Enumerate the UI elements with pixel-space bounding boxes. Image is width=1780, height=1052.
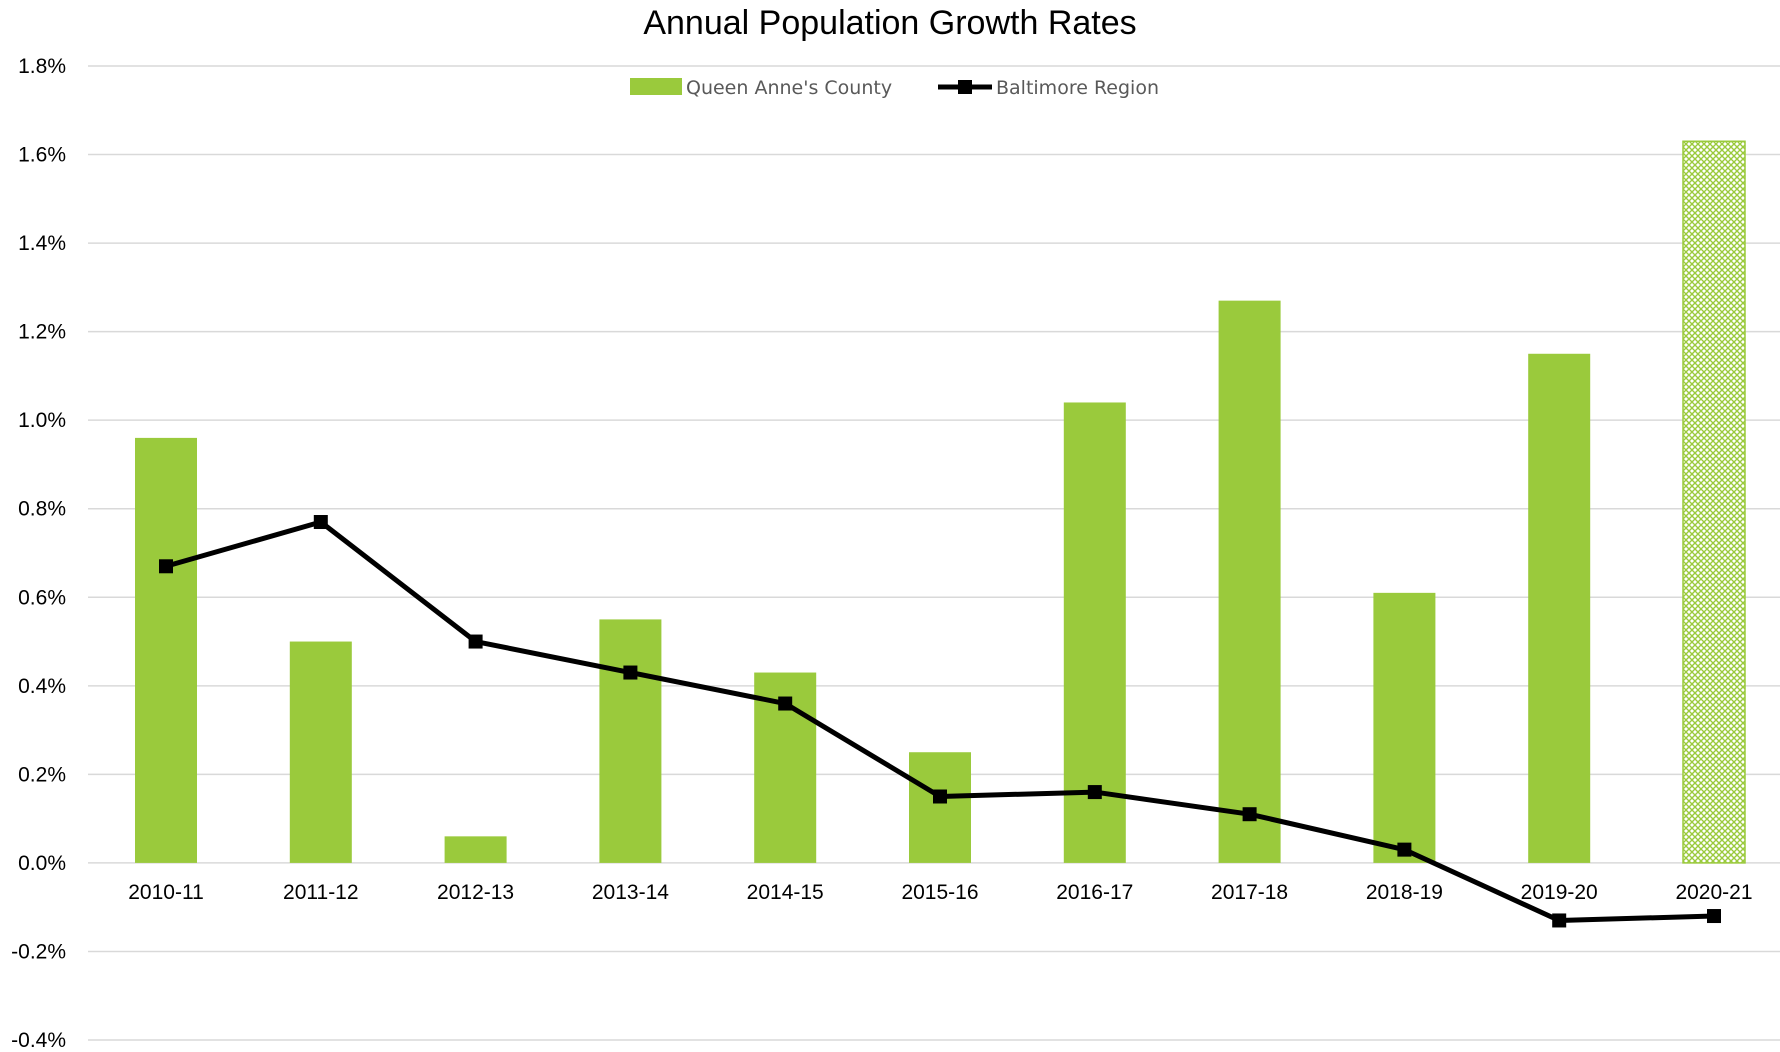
bar-2019-20	[1528, 353, 1591, 863]
y-tick-label: 1.8%	[18, 55, 66, 78]
y-tick-label: 0.0%	[18, 852, 66, 875]
line-marker-2016-17	[1087, 785, 1102, 800]
legend: Queen Anne's County Baltimore Region	[630, 77, 1159, 99]
line-marker-2015-16	[933, 789, 947, 804]
x-tick-label: 2010-11	[128, 881, 204, 904]
x-tick-label: 2019-20	[1521, 881, 1598, 904]
x-tick-label: 2014-15	[747, 881, 824, 904]
x-tick-label: 2015-16	[901, 881, 978, 904]
legend-swatch-queen-annes-county	[630, 78, 682, 95]
label-layer: 1.8% 1.6% 1.4% 1.2% 1.0% 0.8% 0.6% 0.4% 0.2% 0.0%…	[11, 55, 1752, 1052]
y-tick-label: 1.2%	[18, 321, 66, 344]
bar-2012-13	[444, 836, 507, 863]
y-tick-label: 0.2%	[18, 763, 66, 786]
x-tick-label: 2012-13	[437, 881, 514, 904]
legend-label-baltimore-region: Baltimore Region	[996, 77, 1159, 99]
legend-marker-baltimore-region	[958, 80, 972, 94]
x-tick-label: 2013-14	[592, 881, 669, 904]
y-tick-label: -0.2%	[11, 940, 66, 963]
y-tick-label: 1.4%	[18, 232, 66, 255]
bar-2013-14	[599, 619, 662, 863]
y-tick-label: -0.4%	[11, 1029, 66, 1052]
bar-2015-16	[909, 752, 971, 863]
line-marker-2013-14	[623, 665, 638, 680]
bar-2010-11	[135, 437, 197, 863]
line-marker-2010-11	[159, 559, 173, 574]
line-marker-2020-21	[1707, 909, 1721, 924]
line-layer	[159, 515, 1721, 928]
y-tick-label: 0.8%	[18, 498, 66, 521]
line-marker-2017-18	[1242, 807, 1257, 822]
x-tick-label: 2017-18	[1211, 881, 1288, 904]
x-tick-label: 2016-17	[1056, 881, 1133, 904]
bar-2020-21	[1682, 140, 1746, 864]
line-marker-2012-13	[468, 634, 483, 649]
bar-2017-18	[1218, 300, 1281, 863]
bar-layer	[135, 140, 1746, 864]
bar-2018-19	[1373, 592, 1436, 863]
x-tick-label: 2011-12	[283, 881, 359, 904]
y-tick-label: 1.0%	[18, 409, 66, 432]
legend-label-queen-annes-county: Queen Anne's County	[686, 77, 892, 99]
line-marker-2018-19	[1397, 842, 1412, 857]
y-tick-label: 0.6%	[18, 586, 66, 609]
x-tick-label: 2020-21	[1675, 881, 1752, 904]
x-tick-label: 2018-19	[1366, 881, 1443, 904]
line-marker-2011-12	[313, 515, 328, 530]
bar-2011-12	[289, 641, 352, 863]
y-tick-label: 0.4%	[18, 675, 66, 698]
line-marker-2019-20	[1552, 913, 1567, 928]
line-marker-2014-15	[778, 696, 793, 711]
y-tick-label: 1.6%	[18, 144, 66, 167]
chart-title: Annual Population Growth Rates	[643, 4, 1136, 42]
